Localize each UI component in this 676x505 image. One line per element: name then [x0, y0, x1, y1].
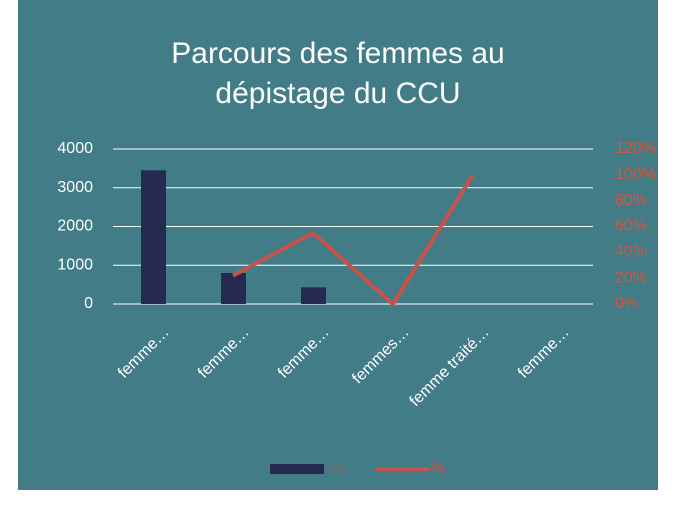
bar — [301, 287, 326, 304]
y2-tick-label: 60% — [615, 218, 647, 235]
legend-label: % — [431, 460, 445, 477]
chart-background — [18, 0, 658, 490]
legend-swatch — [270, 464, 324, 474]
y-tick-label: 1000 — [57, 256, 93, 273]
y2-tick-label: 40% — [615, 244, 647, 261]
y2-tick-label: 120% — [615, 140, 656, 157]
bar — [141, 170, 166, 304]
y2-tick-label: 0% — [615, 295, 638, 312]
y-tick-label: 2000 — [57, 218, 93, 235]
chart-title: Parcours des femmes au dépistage du CCU — [171, 37, 505, 110]
legend-label: Nb — [326, 460, 347, 477]
line — [232, 173, 475, 306]
y-tick-label: 3000 — [57, 179, 93, 196]
y2-tick-label: 80% — [615, 192, 647, 209]
y-tick-label: 0 — [84, 295, 93, 312]
y-tick-label: 4000 — [57, 140, 93, 157]
y2-tick-label: 100% — [615, 166, 656, 183]
bar — [221, 273, 246, 304]
y2-tick-label: 20% — [615, 269, 647, 286]
